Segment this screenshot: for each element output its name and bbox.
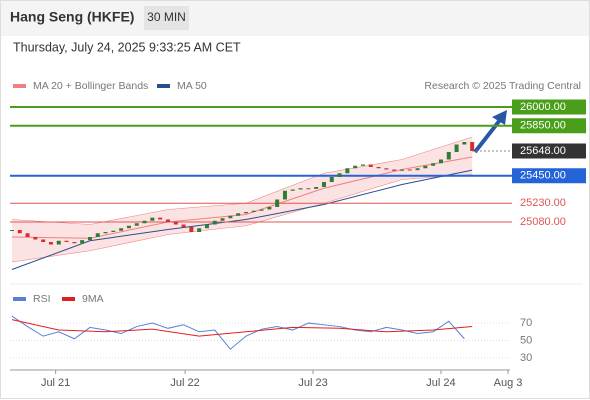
candle [134, 223, 139, 226]
title: Hang Seng (HKFE) [10, 9, 134, 25]
candle [399, 169, 404, 171]
candle [267, 207, 272, 210]
candle [142, 220, 147, 224]
level-box [512, 99, 586, 115]
candle [165, 219, 170, 222]
candle [438, 159, 443, 164]
candle [345, 168, 350, 174]
candle [197, 228, 202, 232]
candle [25, 233, 30, 237]
candle [95, 233, 100, 237]
candle [462, 142, 467, 145]
candle [275, 199, 280, 207]
candle [282, 190, 287, 200]
candle [423, 165, 428, 169]
candle [329, 177, 334, 182]
candle [228, 215, 233, 219]
level-label: 25850.00 [520, 120, 566, 132]
candle [431, 163, 436, 166]
legend-swatch [13, 297, 26, 301]
candle [204, 224, 209, 229]
candle [290, 189, 295, 191]
candle [376, 167, 381, 169]
candle [415, 168, 420, 171]
candle [33, 237, 38, 240]
candle [407, 169, 412, 171]
level-label: 26000.00 [520, 101, 566, 113]
candle [48, 242, 53, 245]
x-tick-label: Jul 23 [298, 377, 327, 389]
header-bar [1, 1, 589, 36]
candle [259, 209, 264, 211]
candle [446, 152, 451, 160]
level-box [512, 143, 586, 159]
level-box [512, 118, 586, 134]
x-tick-label: Jul 22 [170, 377, 199, 389]
candle [103, 232, 108, 234]
trend-arrow-head [492, 110, 507, 125]
y-tick-label: 70 [520, 317, 532, 329]
candle [80, 240, 85, 244]
candle [220, 218, 225, 221]
candle [64, 240, 69, 242]
candle [189, 227, 194, 232]
legend-label: MA 50 [177, 80, 207, 92]
level-label: 25648.00 [520, 145, 566, 157]
interval-button[interactable] [144, 6, 189, 30]
candle [56, 240, 61, 245]
x-tick-label: Aug 3 [494, 377, 523, 389]
candle [470, 142, 475, 151]
candle [9, 230, 14, 231]
x-tick-label: Jul 21 [41, 377, 70, 389]
candle [251, 210, 256, 212]
candle [337, 173, 342, 177]
band-lower [11, 174, 473, 263]
candle [87, 237, 92, 241]
candle [306, 188, 311, 190]
level-label: 25230.00 [520, 197, 566, 209]
candle [41, 239, 46, 242]
x-tick-label: Jul 24 [426, 377, 455, 389]
timestamp: Thursday, July 24, 2025 9:33:25 AM CET [13, 40, 241, 54]
candle [150, 217, 155, 221]
level-label: 25450.00 [520, 170, 566, 182]
candle [173, 222, 178, 225]
candle [314, 187, 319, 189]
candle [17, 230, 22, 234]
ma-line [11, 169, 473, 270]
candle [126, 225, 131, 229]
interval[interactable]: 30 MIN [147, 10, 186, 24]
candle [181, 224, 186, 227]
candle [321, 182, 326, 187]
candle [212, 220, 217, 225]
legend-swatch [13, 84, 26, 88]
candle [298, 188, 303, 190]
candle [368, 164, 373, 167]
source: Research © 2025 Trading Central [424, 80, 581, 92]
y-tick-label: 30 [520, 352, 532, 364]
candle [454, 144, 459, 152]
legend-label: 9MA [82, 293, 104, 305]
legend-swatch [157, 84, 170, 88]
legend-label: RSI [33, 293, 51, 305]
candle [392, 169, 397, 171]
candle [119, 228, 124, 231]
candle [384, 168, 389, 170]
candle [111, 230, 116, 232]
indicator-line [11, 315, 465, 350]
candle [360, 164, 365, 166]
candle [158, 217, 163, 220]
indicator-line [11, 319, 473, 337]
candle [353, 165, 358, 169]
candle [243, 212, 248, 214]
candle [72, 242, 77, 244]
candle [236, 213, 241, 216]
y-tick-label: 50 [520, 334, 532, 346]
level-label: 25080.00 [520, 216, 566, 228]
legend-swatch [62, 297, 75, 301]
legend-label: MA 20 + Bollinger Bands [33, 80, 148, 92]
level-box [512, 168, 586, 184]
